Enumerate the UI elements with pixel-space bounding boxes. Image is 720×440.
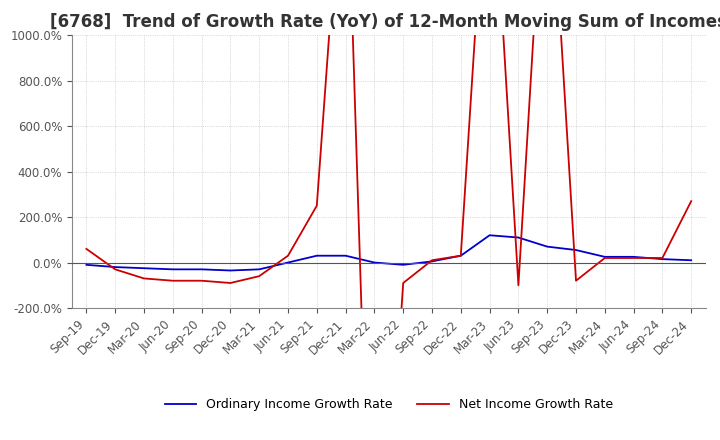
Net Income Growth Rate — [140, 276, 148, 281]
Ordinary Income Growth Rate — [255, 267, 264, 272]
Ordinary Income Growth Rate — [197, 267, 206, 272]
Legend: Ordinary Income Growth Rate, Net Income Growth Rate: Ordinary Income Growth Rate, Net Income … — [160, 393, 618, 416]
Ordinary Income Growth Rate — [687, 257, 696, 263]
Ordinary Income Growth Rate — [456, 253, 465, 258]
Net Income Growth Rate — [312, 203, 321, 208]
Ordinary Income Growth Rate — [658, 257, 667, 262]
Ordinary Income Growth Rate — [82, 262, 91, 268]
Net Income Growth Rate — [399, 280, 408, 286]
Net Income Growth Rate — [572, 278, 580, 283]
Ordinary Income Growth Rate — [629, 254, 638, 260]
Net Income Growth Rate — [687, 198, 696, 204]
Ordinary Income Growth Rate — [543, 244, 552, 249]
Net Income Growth Rate — [658, 255, 667, 260]
Net Income Growth Rate — [514, 282, 523, 288]
Net Income Growth Rate — [600, 255, 609, 260]
Ordinary Income Growth Rate — [428, 259, 436, 264]
Ordinary Income Growth Rate — [485, 233, 494, 238]
Ordinary Income Growth Rate — [370, 260, 379, 265]
Ordinary Income Growth Rate — [399, 262, 408, 268]
Ordinary Income Growth Rate — [514, 235, 523, 240]
Ordinary Income Growth Rate — [140, 266, 148, 271]
Net Income Growth Rate — [82, 246, 91, 252]
Line: Net Income Growth Rate: Net Income Growth Rate — [86, 0, 691, 440]
Ordinary Income Growth Rate — [312, 253, 321, 258]
Net Income Growth Rate — [428, 257, 436, 263]
Ordinary Income Growth Rate — [341, 253, 350, 258]
Title: [6768]  Trend of Growth Rate (YoY) of 12-Month Moving Sum of Incomes: [6768] Trend of Growth Rate (YoY) of 12-… — [50, 13, 720, 31]
Ordinary Income Growth Rate — [572, 247, 580, 253]
Ordinary Income Growth Rate — [284, 260, 292, 265]
Line: Ordinary Income Growth Rate: Ordinary Income Growth Rate — [86, 235, 691, 271]
Ordinary Income Growth Rate — [111, 264, 120, 270]
Ordinary Income Growth Rate — [600, 254, 609, 260]
Net Income Growth Rate — [284, 253, 292, 258]
Ordinary Income Growth Rate — [168, 267, 177, 272]
Net Income Growth Rate — [456, 253, 465, 258]
Net Income Growth Rate — [255, 274, 264, 279]
Net Income Growth Rate — [111, 267, 120, 272]
Net Income Growth Rate — [168, 278, 177, 283]
Ordinary Income Growth Rate — [226, 268, 235, 273]
Net Income Growth Rate — [629, 255, 638, 260]
Net Income Growth Rate — [226, 280, 235, 286]
Net Income Growth Rate — [197, 278, 206, 283]
